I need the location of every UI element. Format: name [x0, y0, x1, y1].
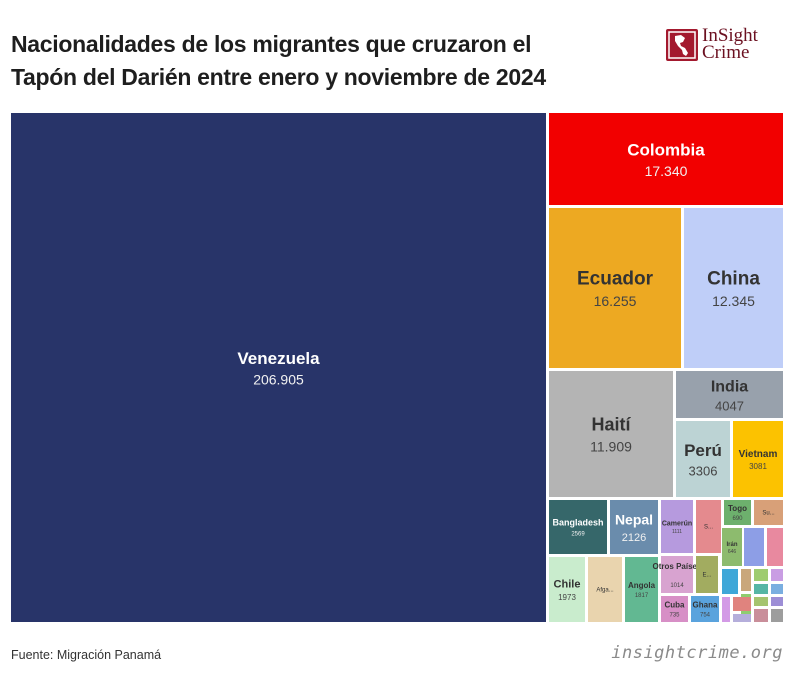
small-tile[interactable]: [733, 614, 751, 622]
tile-label-ecuador: Ecuador: [577, 269, 654, 290]
chart-title-line1: Nacionalidades de los migrantes que cruz…: [11, 31, 532, 57]
logo-wordmark: InSight Crime: [702, 25, 782, 63]
tile-label-angola: Angola: [628, 581, 656, 590]
tile-value-iran: 646: [728, 549, 737, 555]
tile-label-colombia: Colombia: [627, 141, 705, 160]
tile-value-angola: 1817: [635, 593, 649, 599]
tile-value-ghana: 754: [700, 613, 711, 619]
tile-value-vietnam: 3081: [749, 462, 767, 471]
tile-e[interactable]: [696, 556, 718, 593]
tile-value-bangladesh: 2569: [571, 531, 585, 537]
small-tile[interactable]: [771, 584, 783, 594]
tile-value-cuba: 735: [669, 613, 680, 619]
tile-nepal[interactable]: [610, 500, 658, 554]
tile-label-su: Su...: [762, 511, 775, 517]
tile-value-otros-paises: 1014: [670, 583, 684, 589]
tile-value-nepal: 2126: [622, 532, 646, 544]
logo-line2: Crime: [702, 42, 750, 63]
tile-iran[interactable]: [722, 528, 742, 566]
small-tile[interactable]: [722, 569, 738, 594]
tile-value-peru: 3306: [689, 464, 718, 479]
tile-label-india: India: [711, 378, 748, 395]
tile-label-s: S...: [704, 525, 713, 531]
small-tile[interactable]: [754, 584, 768, 594]
small-tile[interactable]: [771, 597, 783, 606]
tile-china[interactable]: [684, 208, 783, 368]
tile-venezuela[interactable]: [11, 113, 546, 622]
small-tile[interactable]: [767, 528, 783, 566]
tile-label-nepal: Nepal: [615, 511, 653, 527]
small-tile[interactable]: [733, 597, 751, 611]
tile-value-camerun: 1111: [672, 529, 682, 535]
tile-vietnam[interactable]: [733, 421, 783, 497]
tile-label-e: E...: [702, 573, 711, 579]
tile-value-colombia: 17.340: [645, 163, 688, 179]
site-url[interactable]: insightcrime.org: [611, 643, 783, 663]
tile-label-camerun: Camerún: [662, 520, 692, 527]
tile-camerun[interactable]: [661, 500, 693, 553]
small-tile[interactable]: [744, 528, 764, 566]
tile-chile[interactable]: [549, 557, 585, 622]
tile-label-iran: Irán: [726, 542, 737, 548]
small-tile[interactable]: [741, 569, 751, 591]
tile-angola[interactable]: [625, 557, 658, 622]
tile-haiti[interactable]: [549, 371, 673, 497]
tile-label-venezuela: Venezuela: [237, 349, 320, 368]
tile-india[interactable]: [676, 371, 783, 418]
tile-label-china: China: [707, 269, 760, 290]
tile-label-peru: Perú: [684, 441, 722, 460]
tile-bangladesh[interactable]: [549, 500, 607, 554]
tile-togo[interactable]: [724, 500, 751, 525]
tile-label-otros-paises: Otros Países: [653, 562, 702, 571]
tile-label-cuba: Cuba: [665, 601, 686, 610]
tile-peru[interactable]: [676, 421, 730, 497]
tile-cuba[interactable]: [661, 596, 688, 622]
tile-s[interactable]: [696, 500, 721, 553]
chart-title: Nacionalidades de los migrantes que cruz…: [11, 28, 651, 94]
tile-value-ecuador: 16.255: [594, 293, 637, 309]
tile-colombia[interactable]: [549, 113, 783, 205]
small-tile[interactable]: [722, 597, 730, 622]
source-note: Fuente: Migración Panamá: [11, 648, 162, 662]
tile-label-chile: Chile: [554, 579, 581, 591]
americas-map-icon: [666, 29, 698, 61]
tile-label-haiti: Haití: [591, 415, 631, 435]
tile-value-haiti: 11.909: [590, 439, 632, 455]
logo-line1: InSight: [702, 25, 758, 46]
tile-afga[interactable]: [588, 557, 622, 622]
tile-label-afga: Afga...: [596, 588, 614, 594]
small-tile[interactable]: [754, 609, 768, 622]
chart-title-line2: Tapón del Darién entre enero y noviembre…: [11, 64, 546, 90]
tile-value-venezuela: 206.905: [253, 372, 304, 388]
small-tile[interactable]: [754, 569, 768, 581]
tile-otros-paises[interactable]: [661, 556, 693, 593]
tile-value-chile: 1973: [558, 593, 576, 602]
small-tile[interactable]: [754, 597, 768, 606]
small-tile[interactable]: [771, 609, 783, 622]
tile-label-ghana: Ghana: [693, 601, 718, 610]
tile-su[interactable]: [754, 500, 783, 525]
tile-ecuador[interactable]: [549, 208, 681, 368]
tile-label-togo: Togo: [728, 504, 747, 513]
tile-value-china: 12.345: [712, 293, 755, 309]
tile-label-vietnam: Vietnam: [739, 449, 778, 460]
tile-value-india: 4047: [715, 398, 744, 413]
insightcrime-logo: InSight Crime: [666, 26, 778, 64]
small-tile[interactable]: [771, 569, 783, 581]
tile-ghana[interactable]: [691, 596, 719, 622]
tile-label-bangladesh: Bangladesh: [552, 518, 603, 528]
tile-value-togo: 690: [732, 516, 743, 522]
